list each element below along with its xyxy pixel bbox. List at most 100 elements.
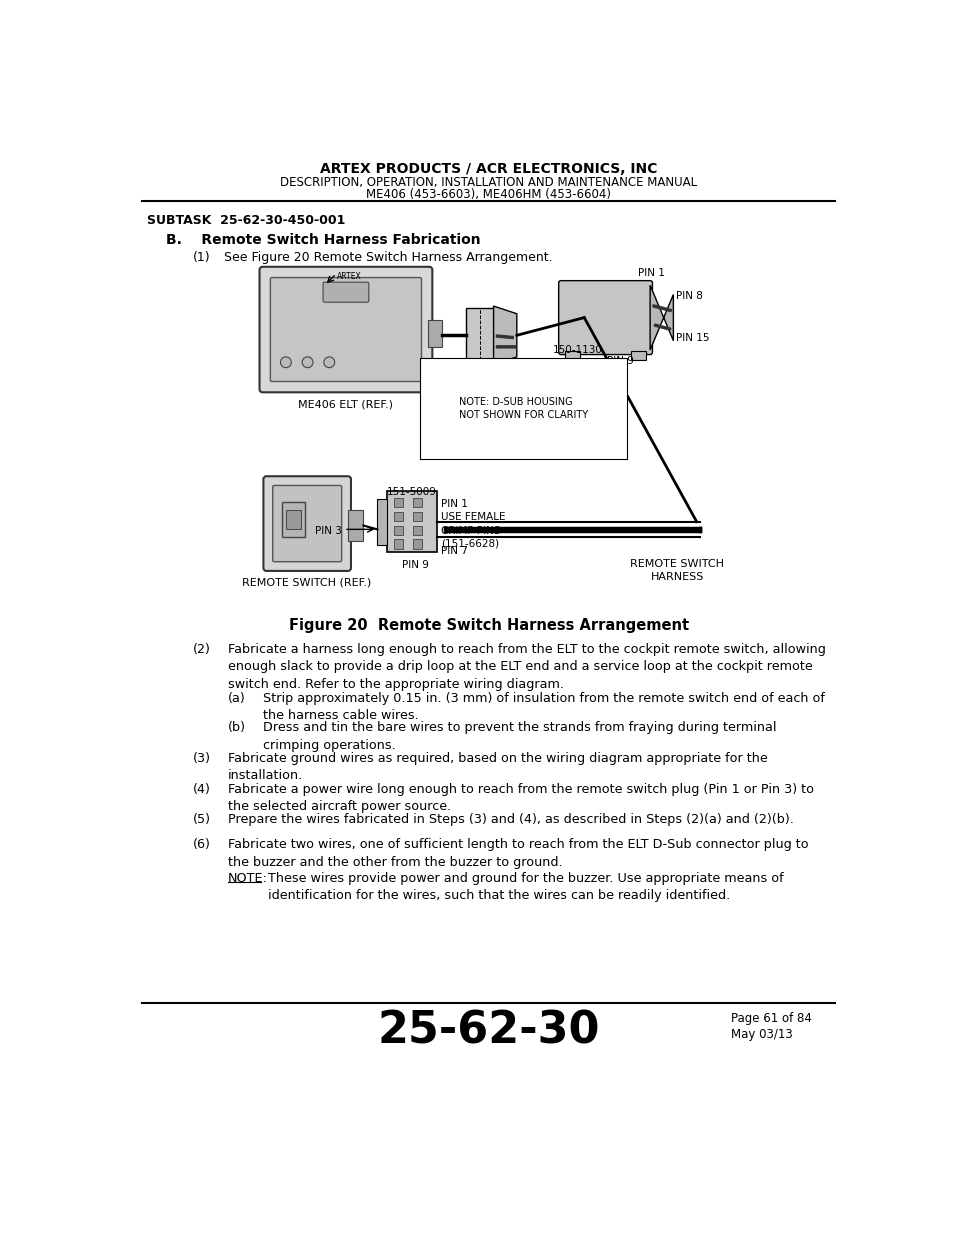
Circle shape (664, 308, 666, 310)
Circle shape (513, 346, 516, 348)
Text: Fabricate a power wire long enough to reach from the remote switch plug (Pin 1 o: Fabricate a power wire long enough to re… (228, 783, 813, 813)
Circle shape (652, 305, 655, 308)
Bar (394, 511, 402, 521)
Text: PIN 9: PIN 9 (402, 561, 429, 571)
Bar (348, 510, 363, 541)
Bar (564, 351, 579, 359)
Text: Fabricate two wires, one of sufficient length to reach from the ELT D-Sub connec: Fabricate two wires, one of sufficient l… (228, 839, 807, 868)
Text: (b): (b) (228, 721, 246, 734)
Circle shape (668, 309, 671, 311)
Circle shape (508, 346, 511, 348)
Bar (282, 503, 305, 537)
Bar (386, 490, 436, 552)
FancyBboxPatch shape (558, 280, 652, 354)
Circle shape (506, 346, 508, 348)
Text: Prepare the wires fabricated in Steps (3) and (4), as described in Steps (2)(a) : Prepare the wires fabricated in Steps (3… (228, 814, 793, 826)
Text: Page 61 of 84: Page 61 of 84 (731, 1013, 812, 1025)
Circle shape (661, 308, 664, 310)
Bar (413, 526, 422, 535)
Text: 150-1130: 150-1130 (553, 345, 602, 354)
Bar (413, 511, 422, 521)
Text: REMOTE SWITCH (REF.): REMOTE SWITCH (REF.) (242, 578, 371, 588)
Circle shape (659, 325, 660, 327)
Circle shape (503, 346, 505, 348)
Circle shape (654, 324, 656, 326)
Circle shape (663, 326, 665, 329)
FancyBboxPatch shape (263, 477, 351, 571)
Bar (377, 499, 386, 545)
Circle shape (506, 336, 508, 338)
Circle shape (508, 336, 511, 338)
Bar (413, 540, 422, 548)
Circle shape (498, 335, 500, 337)
Text: NOTE:: NOTE: (228, 872, 268, 885)
Text: NOTE: D-SUB HOUSING
NOT SHOWN FOR CLARITY: NOTE: D-SUB HOUSING NOT SHOWN FOR CLARIT… (458, 396, 587, 420)
Text: PIN 1: PIN 1 (440, 499, 467, 509)
Bar (466, 309, 493, 362)
Circle shape (665, 327, 668, 330)
Text: B.    Remote Switch Harness Fabrication: B. Remote Switch Harness Fabrication (166, 233, 480, 247)
Text: Fabricate a harness long enough to reach from the ELT to the cockpit remote swit: Fabricate a harness long enough to reach… (228, 642, 824, 690)
Circle shape (496, 346, 498, 348)
Text: (a): (a) (228, 692, 245, 705)
Text: (2): (2) (193, 642, 211, 656)
FancyBboxPatch shape (323, 282, 369, 303)
Text: SUBTASK  25-62-30-450-001: SUBTASK 25-62-30-450-001 (147, 215, 345, 227)
Text: Figure 20  Remote Switch Harness Arrangement: Figure 20 Remote Switch Harness Arrangem… (289, 618, 688, 632)
Circle shape (500, 336, 503, 337)
Text: ARTEX PRODUCTS / ACR ELECTRONICS, INC: ARTEX PRODUCTS / ACR ELECTRONICS, INC (320, 162, 657, 177)
Text: ME406 (453-6603), ME406HM (453-6604): ME406 (453-6603), ME406HM (453-6604) (366, 188, 611, 201)
Circle shape (323, 357, 335, 368)
Circle shape (668, 327, 670, 330)
Circle shape (660, 326, 663, 329)
Circle shape (498, 346, 500, 348)
Text: May 03/13: May 03/13 (731, 1028, 792, 1041)
FancyBboxPatch shape (273, 485, 341, 562)
Text: REMOTE SWITCH
HARNESS: REMOTE SWITCH HARNESS (630, 558, 723, 582)
Text: Strip approximately 0.15 in. (3 mm) of insulation from the remote switch end of : Strip approximately 0.15 in. (3 mm) of i… (262, 692, 823, 722)
FancyBboxPatch shape (259, 267, 432, 393)
Circle shape (659, 306, 661, 309)
Text: (1): (1) (193, 252, 211, 264)
Bar (630, 351, 645, 359)
Text: Fabricate ground wires as required, based on the wiring diagram appropriate for : Fabricate ground wires as required, base… (228, 752, 767, 783)
Circle shape (511, 336, 513, 338)
Circle shape (500, 346, 503, 348)
FancyBboxPatch shape (270, 278, 421, 382)
Bar (394, 498, 402, 508)
Circle shape (655, 305, 657, 308)
Text: ARTEX: ARTEX (336, 272, 361, 282)
Text: PIN 15: PIN 15 (675, 333, 708, 343)
Text: 25-62-30: 25-62-30 (377, 1009, 599, 1052)
Bar (427, 320, 441, 347)
Text: (6): (6) (193, 839, 211, 851)
Circle shape (666, 309, 668, 311)
Text: DESCRIPTION, OPERATION, INSTALLATION AND MAINTENANCE MANUAL: DESCRIPTION, OPERATION, INSTALLATION AND… (280, 175, 697, 189)
Polygon shape (493, 306, 517, 364)
Text: PIN 8: PIN 8 (675, 290, 701, 300)
Text: 151-5009: 151-5009 (386, 487, 436, 496)
Circle shape (657, 306, 659, 309)
Circle shape (280, 357, 291, 368)
Polygon shape (649, 285, 673, 350)
Circle shape (656, 325, 659, 327)
Circle shape (503, 336, 505, 338)
Circle shape (302, 357, 313, 368)
Circle shape (511, 346, 513, 348)
Text: ME406 ELT (REF.): ME406 ELT (REF.) (297, 400, 393, 410)
Circle shape (496, 335, 498, 337)
Text: See Figure 20 Remote Switch Harness Arrangement.: See Figure 20 Remote Switch Harness Arra… (224, 252, 552, 264)
Bar (286, 510, 301, 530)
Bar (394, 526, 402, 535)
Text: (4): (4) (193, 783, 211, 795)
Text: PIN 9: PIN 9 (607, 356, 634, 366)
Text: PIN 3: PIN 3 (314, 526, 341, 536)
Bar (394, 540, 402, 548)
Text: Dress and tin the bare wires to prevent the strands from fraying during terminal: Dress and tin the bare wires to prevent … (262, 721, 776, 752)
Text: These wires provide power and ground for the buzzer. Use appropriate means of
id: These wires provide power and ground for… (268, 872, 782, 903)
Bar (413, 498, 422, 508)
Text: (5): (5) (193, 814, 211, 826)
Text: USE FEMALE
CRIMP PINS
(151-6628): USE FEMALE CRIMP PINS (151-6628) (440, 513, 505, 548)
Text: PIN 1: PIN 1 (638, 268, 664, 278)
Text: PIN 7: PIN 7 (440, 546, 467, 556)
